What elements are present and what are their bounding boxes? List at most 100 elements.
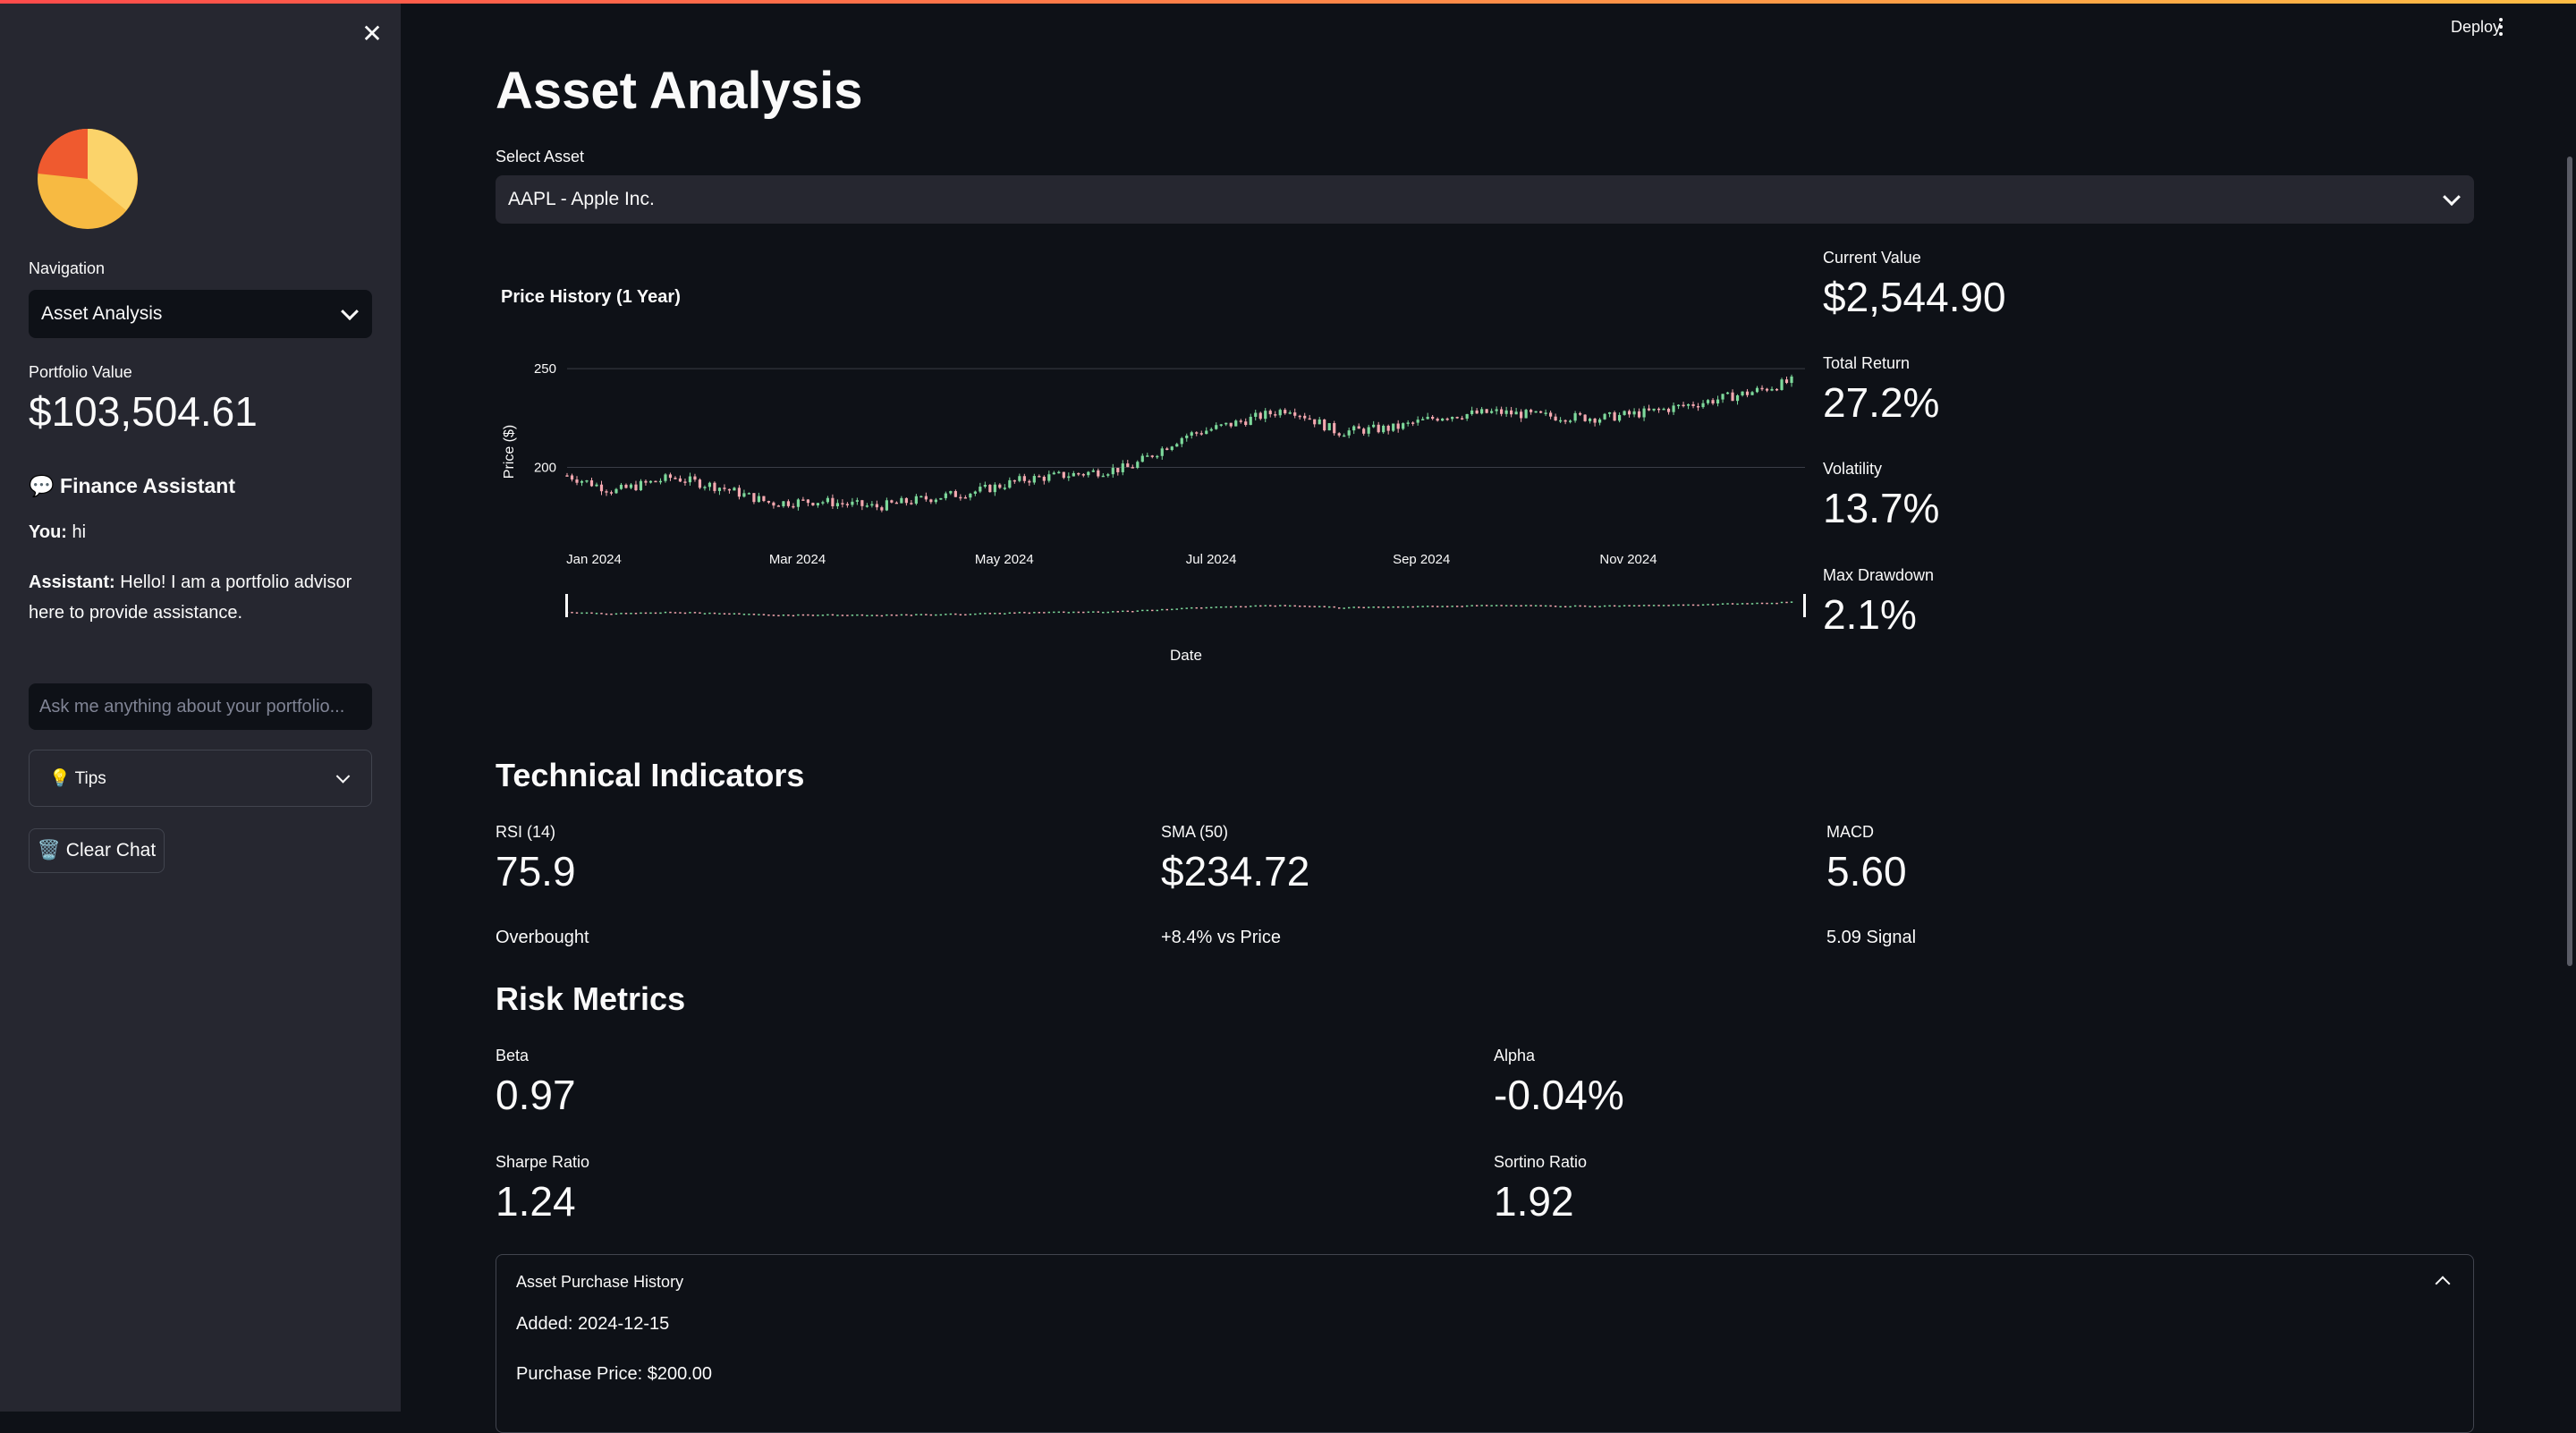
candle-body — [1072, 472, 1075, 477]
rangeslider-mark — [851, 615, 854, 616]
navigation-select[interactable]: Asset Analysis — [29, 290, 372, 338]
rangeslider-mark — [1726, 603, 1729, 605]
chat-input[interactable] — [29, 683, 372, 730]
candle-body — [1298, 415, 1301, 418]
indicator-value: 75.9 — [496, 848, 576, 895]
candle-body — [570, 475, 574, 480]
clear-chat-button[interactable]: 🗑️ Clear Chat — [29, 828, 165, 873]
candle-body — [1701, 403, 1705, 408]
rangeslider-mark — [1043, 612, 1046, 614]
close-sidebar-button[interactable]: ✕ — [360, 21, 385, 47]
rangeslider-mark — [1770, 602, 1774, 605]
candle-body — [1018, 476, 1021, 481]
rangeslider-mark — [1431, 606, 1434, 607]
rangeslider-mark — [1623, 605, 1626, 606]
deploy-button[interactable]: Deploy — [2451, 18, 2502, 36]
candle-body — [1784, 379, 1789, 384]
candle-body — [1239, 420, 1242, 422]
rangeslider-mark — [1038, 612, 1041, 614]
candle-body — [1097, 470, 1100, 477]
candle-body — [1475, 410, 1479, 414]
candle-body — [1554, 416, 1557, 421]
rangeslider-mark — [880, 615, 884, 617]
rangeslider-mark — [856, 614, 859, 616]
candle-body — [959, 496, 962, 499]
rangeslider-mark — [1648, 605, 1650, 606]
rangeslider-mark — [1240, 606, 1242, 608]
rangeslider-mark — [915, 614, 918, 615]
rangeslider-mark — [1195, 606, 1198, 609]
rangeslider-mark — [1603, 605, 1606, 607]
candle-body — [845, 504, 849, 505]
kpi-label: Volatility — [1823, 460, 1883, 478]
candle-body — [1559, 420, 1563, 422]
kpi-value: 2.1% — [1823, 591, 1917, 638]
rangeslider-handle-right — [1803, 594, 1806, 617]
purchase-history-header[interactable]: Asset Purchase History — [516, 1273, 684, 1291]
rangeslider-mark — [1210, 606, 1213, 609]
candle-body — [1038, 476, 1041, 478]
rangeslider-mark — [1436, 606, 1439, 607]
rangeslider-mark — [1126, 610, 1129, 613]
rangeslider-mark — [1323, 606, 1326, 607]
rangeslider-mark — [683, 612, 687, 615]
main-scrollbar[interactable] — [2567, 157, 2572, 966]
candle-body — [654, 480, 657, 483]
rangeslider-mark — [1583, 605, 1587, 607]
rangeslider-mark — [1264, 605, 1267, 606]
rangeslider-mark — [1151, 609, 1154, 612]
candle-body — [1657, 408, 1661, 411]
pie-slice-top-left — [38, 129, 88, 179]
rangeslider-mark — [939, 614, 943, 616]
rangeslider-mark — [1534, 605, 1538, 606]
rangeslider-mark — [1181, 607, 1183, 610]
candle-body — [1249, 416, 1252, 426]
candle-body — [605, 491, 608, 493]
candle-body — [1790, 376, 1793, 384]
candle-body — [1224, 422, 1228, 425]
candle-body — [1146, 455, 1149, 457]
candle-body — [792, 505, 795, 508]
candle-body — [1539, 411, 1543, 413]
chat-text: Hello! I am a portfolio advisor here to … — [29, 572, 352, 623]
rangeslider-mark — [630, 613, 632, 615]
candle-body — [870, 504, 874, 506]
rangeslider-mark — [1711, 604, 1715, 606]
candle-body — [929, 499, 933, 503]
candle-body — [1411, 422, 1415, 424]
tips-expander[interactable]: 💡 Tips — [29, 750, 372, 807]
rangeslider-mark — [886, 614, 888, 616]
purchase-added: Added: 2024-12-15 — [516, 1314, 670, 1334]
candle-body — [1716, 399, 1720, 404]
rangeslider-mark — [1309, 606, 1311, 607]
candle-body — [953, 491, 957, 497]
rangeslider-mark — [1156, 609, 1158, 612]
rangeslider-mark — [1328, 606, 1331, 608]
rangeslider-mark — [605, 613, 608, 615]
candle-body — [1431, 416, 1435, 420]
candle-body — [1047, 474, 1051, 481]
kebab-menu-icon[interactable] — [2496, 18, 2506, 39]
candle-body — [1003, 488, 1006, 489]
rangeslider-mark — [1396, 606, 1400, 608]
purchase-history-expander: Asset Purchase History Added: 2024-12-15… — [496, 1254, 2474, 1433]
candle-body — [910, 503, 913, 505]
candle-body — [1504, 410, 1508, 414]
chevron-up-icon[interactable] — [2435, 1276, 2451, 1292]
candle-body — [565, 475, 569, 477]
asset-select[interactable]: AAPL - Apple Inc. — [496, 175, 2474, 224]
candle-body — [880, 507, 884, 511]
indicator-label: MACD — [1826, 823, 1874, 841]
rangeslider-mark — [1053, 611, 1055, 614]
candle-body — [969, 493, 972, 498]
rangeslider-mark — [1514, 605, 1518, 607]
rangeslider-mark — [1318, 606, 1321, 607]
price-history-chart[interactable]: Price History (1 Year) Price ($) Date 20… — [496, 268, 1810, 680]
rangeslider-mark — [1480, 605, 1483, 606]
rangeslider-mark — [811, 615, 815, 616]
rangeslider-mark — [974, 613, 977, 615]
rangeslider-mark — [1657, 605, 1660, 606]
candle-body — [786, 501, 791, 506]
candle-body — [1362, 428, 1366, 434]
candle-body — [1091, 470, 1095, 472]
